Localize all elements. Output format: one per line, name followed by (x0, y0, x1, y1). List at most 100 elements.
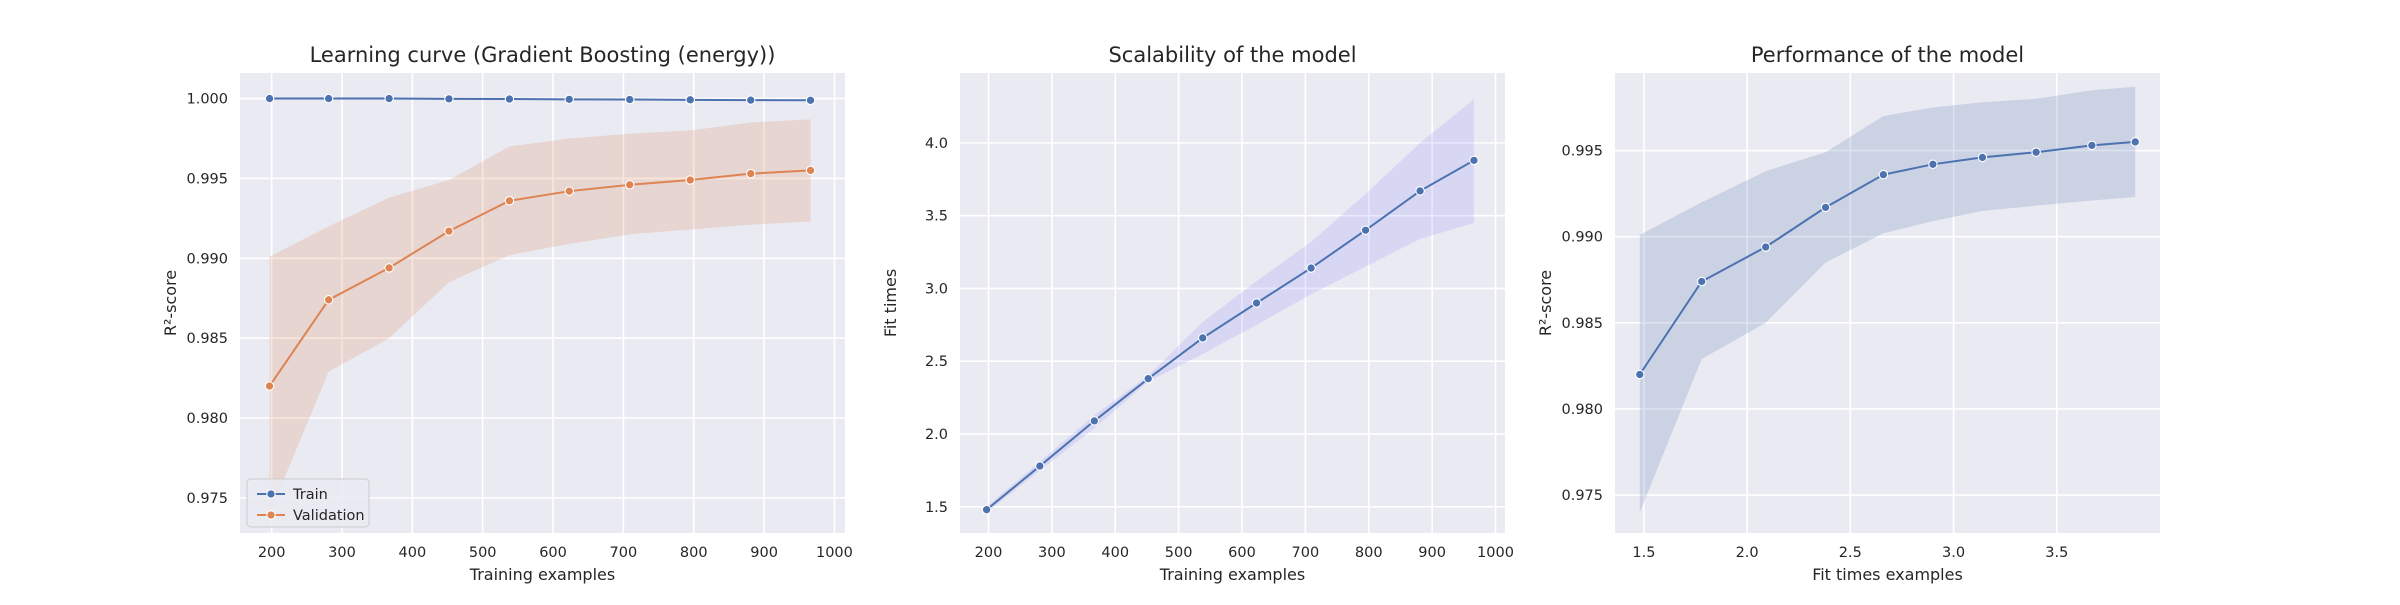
grid (960, 73, 1505, 533)
data-point (745, 95, 756, 105)
y-tick-label: 3.0 (925, 281, 948, 297)
data-point (685, 95, 695, 105)
x-tick-label: 2.0 (1736, 545, 1759, 561)
data-point (1820, 202, 1831, 213)
x-tick-label: 200 (975, 545, 1003, 561)
plot-area (240, 73, 845, 533)
data-point (1696, 276, 1707, 287)
y-tick-label: 0.985 (1561, 316, 1603, 332)
legend-item-train: Train (257, 487, 328, 503)
chart-panel-2: 200 300 400 500 600 700 800 900 1000 1.5 2.0 2.5 3.0… (881, 43, 1514, 584)
y-tick-label: 0.990 (186, 251, 228, 267)
data-point (981, 504, 992, 515)
y-tick-label: 0.980 (186, 411, 228, 427)
data-point (2130, 137, 2140, 147)
data-point (1760, 242, 1771, 252)
series-1 (981, 99, 1479, 515)
x-tick-label: 500 (469, 545, 497, 561)
y-tick-label: 3.5 (925, 209, 948, 225)
legend-label: Train (292, 487, 328, 503)
y-tick-label: 0.980 (1561, 402, 1603, 418)
data-point (1197, 333, 1208, 343)
y-axis-label: R²-score (1536, 270, 1555, 336)
y-axis-label: R²-score (161, 270, 180, 336)
y-tick-label: 0.975 (186, 491, 228, 507)
x-tick-label: 300 (328, 545, 356, 561)
chart-panel-1: 200 300 400 500 600 700 800 900 1000 0.975 0.980 0.… (161, 43, 853, 584)
x-tick-label: 400 (1101, 545, 1129, 561)
x-tick-label: 1000 (1477, 545, 1514, 561)
data-point (504, 94, 515, 104)
data-point (745, 168, 756, 179)
plot-area (1615, 73, 2160, 533)
series-line (269, 97, 811, 102)
data-point (564, 94, 574, 105)
data-point (624, 94, 635, 105)
data-point (1251, 298, 1262, 308)
x-axis-label: Training examples (1159, 565, 1305, 584)
y-tick-label: 0.995 (186, 171, 228, 187)
chart-title: Learning curve (Gradient Boosting (energ… (310, 43, 776, 67)
data-point (1878, 169, 1889, 180)
y-tick-label: 0.975 (1561, 488, 1603, 504)
data-point (504, 196, 515, 206)
data-point (384, 93, 394, 104)
x-tick-label: 3.5 (2045, 545, 2068, 561)
data-point (624, 180, 635, 190)
data-point (1143, 373, 1153, 384)
x-tick-label: 700 (610, 545, 638, 561)
x-tick-label: 700 (1292, 545, 1320, 561)
data-point (1089, 416, 1100, 426)
x-axis-label: Fit times examples (1812, 565, 1963, 584)
y-tick-label: 2.0 (925, 427, 948, 443)
y-tick-label: 0.990 (1561, 230, 1603, 246)
data-point (444, 226, 454, 236)
data-point (323, 295, 334, 305)
x-tick-label: 900 (1418, 545, 1446, 561)
data-point (1635, 369, 1645, 380)
data-point (264, 93, 275, 104)
y-tick-label: 1.000 (186, 92, 228, 108)
data-point (1469, 155, 1479, 166)
y-tick-label: 2.5 (925, 354, 948, 370)
data-point (323, 93, 334, 104)
y-axis-label: Fit times (881, 269, 900, 337)
legend: Train Validation (246, 478, 370, 528)
data-point (564, 186, 574, 196)
chart-panel-3: 1.5 2.0 2.5 3.0 3.5 0.975 0.980 0.985 0.990 0.995… (1536, 43, 2160, 584)
legend-item-validation: Validation (257, 508, 365, 524)
chart-title: Performance of the model (1751, 43, 2024, 67)
x-tick-label: 600 (1228, 545, 1256, 561)
data-point (1415, 186, 1425, 196)
y-tick-label: 0.995 (1561, 144, 1603, 160)
data-point (1035, 461, 1045, 471)
chart-title: Scalability of the model (1108, 43, 1356, 67)
data-point (1360, 225, 1371, 235)
y-tick-label: 1.5 (925, 500, 948, 516)
x-tick-label: 3.0 (1942, 545, 1965, 561)
y-tick-label: 0.985 (186, 331, 228, 347)
data-point (1306, 263, 1316, 273)
confidence-band (1639, 86, 2136, 513)
data-point (264, 381, 275, 391)
x-tick-label: 400 (399, 545, 427, 561)
series-line (1638, 140, 2136, 376)
x-tick-label: 300 (1038, 545, 1066, 561)
x-tick-label: 500 (1165, 545, 1193, 561)
x-tick-label: 800 (1355, 545, 1383, 561)
legend-label: Validation (293, 508, 365, 524)
series-validation (264, 119, 816, 514)
series-line (985, 159, 1475, 511)
data-point (685, 175, 695, 185)
x-tick-label: 2.5 (1839, 545, 1862, 561)
data-point (444, 94, 454, 104)
data-point (805, 165, 816, 176)
data-point (384, 263, 394, 273)
legend-marker (266, 489, 276, 499)
x-tick-label: 1000 (816, 545, 853, 561)
x-tick-label: 200 (258, 545, 286, 561)
y-tick-label: 4.0 (925, 136, 948, 152)
x-axis-label: Training examples (469, 565, 615, 584)
